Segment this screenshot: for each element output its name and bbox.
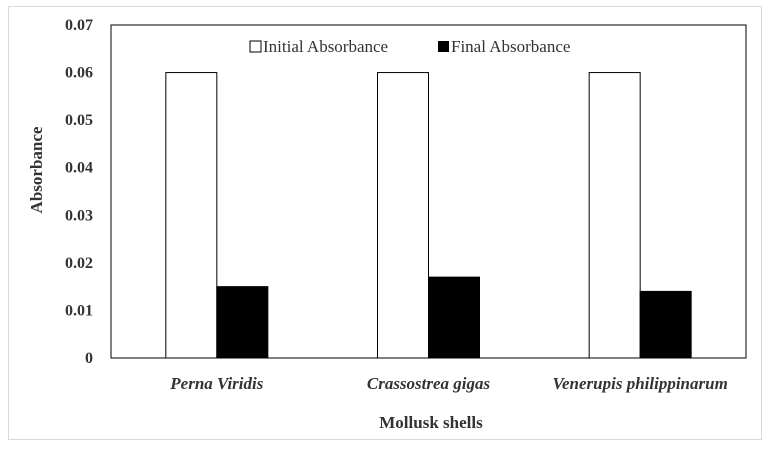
y-tick-label: 0.04 [65, 160, 93, 177]
legend-label-initial: Initial Absorbance [263, 37, 388, 56]
bar-initial-1 [377, 72, 429, 359]
legend: Initial Absorbance Final Absorbance [249, 37, 570, 56]
y-tick-label: 0.06 [65, 65, 93, 82]
bar-initial-0 [165, 72, 218, 359]
bar-final-0 [216, 286, 269, 359]
bar-final-2 [639, 290, 692, 359]
y-tick-label: 0.05 [65, 112, 93, 129]
x-axis-categories: Perna Viridis Crassostrea gigas Venerupis … [169, 374, 727, 393]
y-axis-ticks: 0 0.01 0.02 0.03 0.04 0.05 0.06 0.07 [65, 17, 93, 367]
bar-initial-2 [588, 72, 641, 359]
x-category-label: Venerupis philippinarum [553, 374, 728, 393]
y-tick-label: 0.07 [65, 17, 93, 34]
legend-label-final: Final Absorbance [451, 37, 570, 56]
x-axis-title: Mollusk shells [379, 413, 483, 432]
x-category-label: Perna Viridis [169, 374, 263, 393]
y-tick-label: 0 [85, 350, 93, 367]
x-category-label: Crassostrea gigas [367, 374, 491, 393]
y-axis-title: Absorbance [27, 126, 46, 213]
y-tick-label: 0.01 [65, 302, 93, 319]
y-tick-label: 0.02 [65, 255, 93, 272]
legend-swatch-initial [249, 40, 262, 53]
legend-swatch-final [438, 41, 449, 52]
bars [165, 72, 692, 359]
bar-final-1 [428, 276, 480, 359]
y-tick-label: 0.03 [65, 207, 93, 224]
